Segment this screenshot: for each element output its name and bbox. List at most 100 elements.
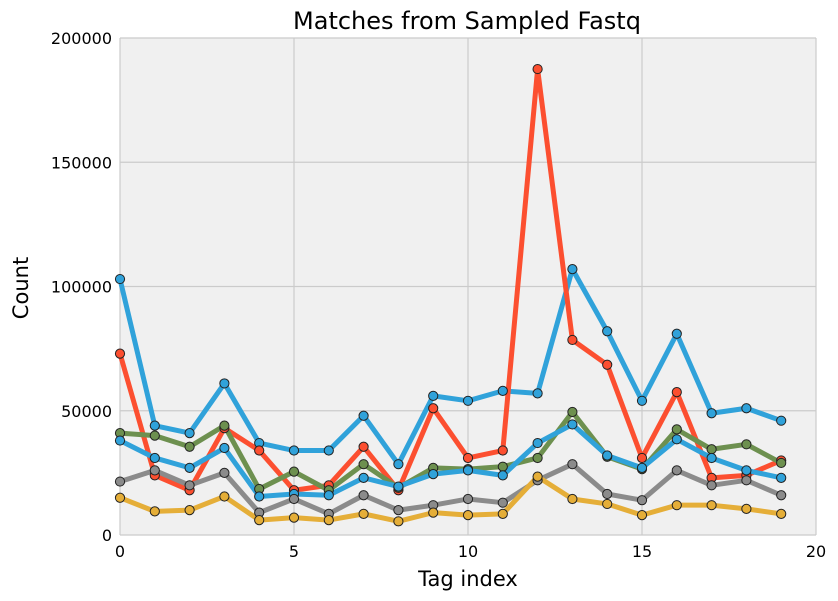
series-1-point [671,328,682,339]
grid-lines [119,37,817,536]
series-5-point [219,467,230,478]
series-3-point [288,466,300,477]
series-1-point [428,390,439,401]
y-tick-label: 50000 [61,402,112,421]
series-6-point [219,491,230,502]
series-6-point [671,500,682,511]
series-5-point [567,459,578,470]
series-4-point [497,470,508,481]
series-2-point [428,403,439,414]
x-tick-label: 15 [632,542,652,561]
series-5-point [462,493,474,505]
series-line-5 [119,461,783,517]
series-1-point [184,428,195,439]
series-6-point [393,516,404,527]
series-6-point [532,471,543,482]
series-4-point [114,435,126,446]
series-5-point [149,465,160,476]
series-6-point [254,514,265,526]
series-6-point [567,493,578,505]
series-4-point [636,462,648,474]
series-6-point [114,492,126,503]
series-3-point [358,459,369,470]
series-4-point [462,465,474,476]
x-tick-label: 10 [458,542,478,561]
series-1-point [114,273,126,285]
series-3-point [219,420,230,431]
y-axis-label: Count [9,257,33,319]
series-1-point [706,408,717,419]
series-3-point [567,406,578,418]
series-3-point [497,461,508,472]
series-1-point [636,395,648,406]
series-6-point [602,498,613,510]
series-4-point [323,490,334,501]
series-1-point [323,445,334,456]
x-axis-label: Tag index [417,567,518,591]
series-line-4 [118,421,782,499]
series-4-point [776,472,787,483]
series-1-point [567,264,578,275]
series-2-point [254,445,265,456]
y-tick-label: 150000 [51,153,112,172]
series-5-point [706,480,717,491]
series-5-point [602,488,613,500]
y-tick-label: 0 [102,526,112,545]
series-4-point [428,469,439,480]
series-1-point [497,385,508,396]
series-line-3 [119,409,783,493]
series-4-point [602,450,613,461]
series-2-point [567,334,578,346]
series-6-point [288,512,300,523]
series-1-point [393,459,404,470]
y-tick-label: 100000 [51,278,112,297]
series-line-1 [117,266,783,467]
series-1-point [776,415,787,426]
x-tick-label: 0 [115,542,125,561]
series-4-point [706,452,717,464]
series-4-point [567,419,578,430]
chart-title: Matches from Sampled Fastq [293,7,641,35]
series-5-point [776,490,787,501]
series-4-point [741,465,752,476]
series-5-point [671,465,682,476]
series-2-point [462,452,474,464]
series-3-point [741,439,752,450]
series-3-point [149,430,160,441]
series-4-point [219,442,230,454]
series-2-point [671,387,682,398]
x-tick-label: 20 [806,542,826,561]
series-5-point [114,476,126,487]
series-6-point [497,508,508,519]
series-1-point [149,420,160,431]
series-points [114,63,787,527]
series-5-point [393,505,404,516]
series-6-point [462,510,474,521]
series-5-point [288,493,300,505]
series-4-point [358,472,369,483]
series-1-point [219,378,230,389]
series-3-point [706,444,717,455]
series-1-point [532,388,543,399]
series-1-point [602,326,613,337]
series-2-point [358,441,369,452]
series-2-point [497,445,508,456]
series-line-6 [119,474,782,524]
series-5-point [636,495,648,506]
series-6-point [428,507,439,518]
series-3-point [184,441,195,452]
series-3-point [532,452,543,464]
series-5-point [741,475,752,486]
series-4-point [254,491,265,502]
series-4-point [532,437,543,449]
series-4-point [671,434,682,445]
series-1-point [462,395,474,406]
series-1-point [288,445,300,456]
series-4-point [393,481,404,492]
series-lines [117,66,783,524]
y-tick-label: 200000 [51,29,112,48]
tick-labels: 0 5 10 15 20 0 50000 100000 150000 200000 [51,29,826,561]
series-6-point [636,510,648,521]
series-6-point [706,500,717,511]
